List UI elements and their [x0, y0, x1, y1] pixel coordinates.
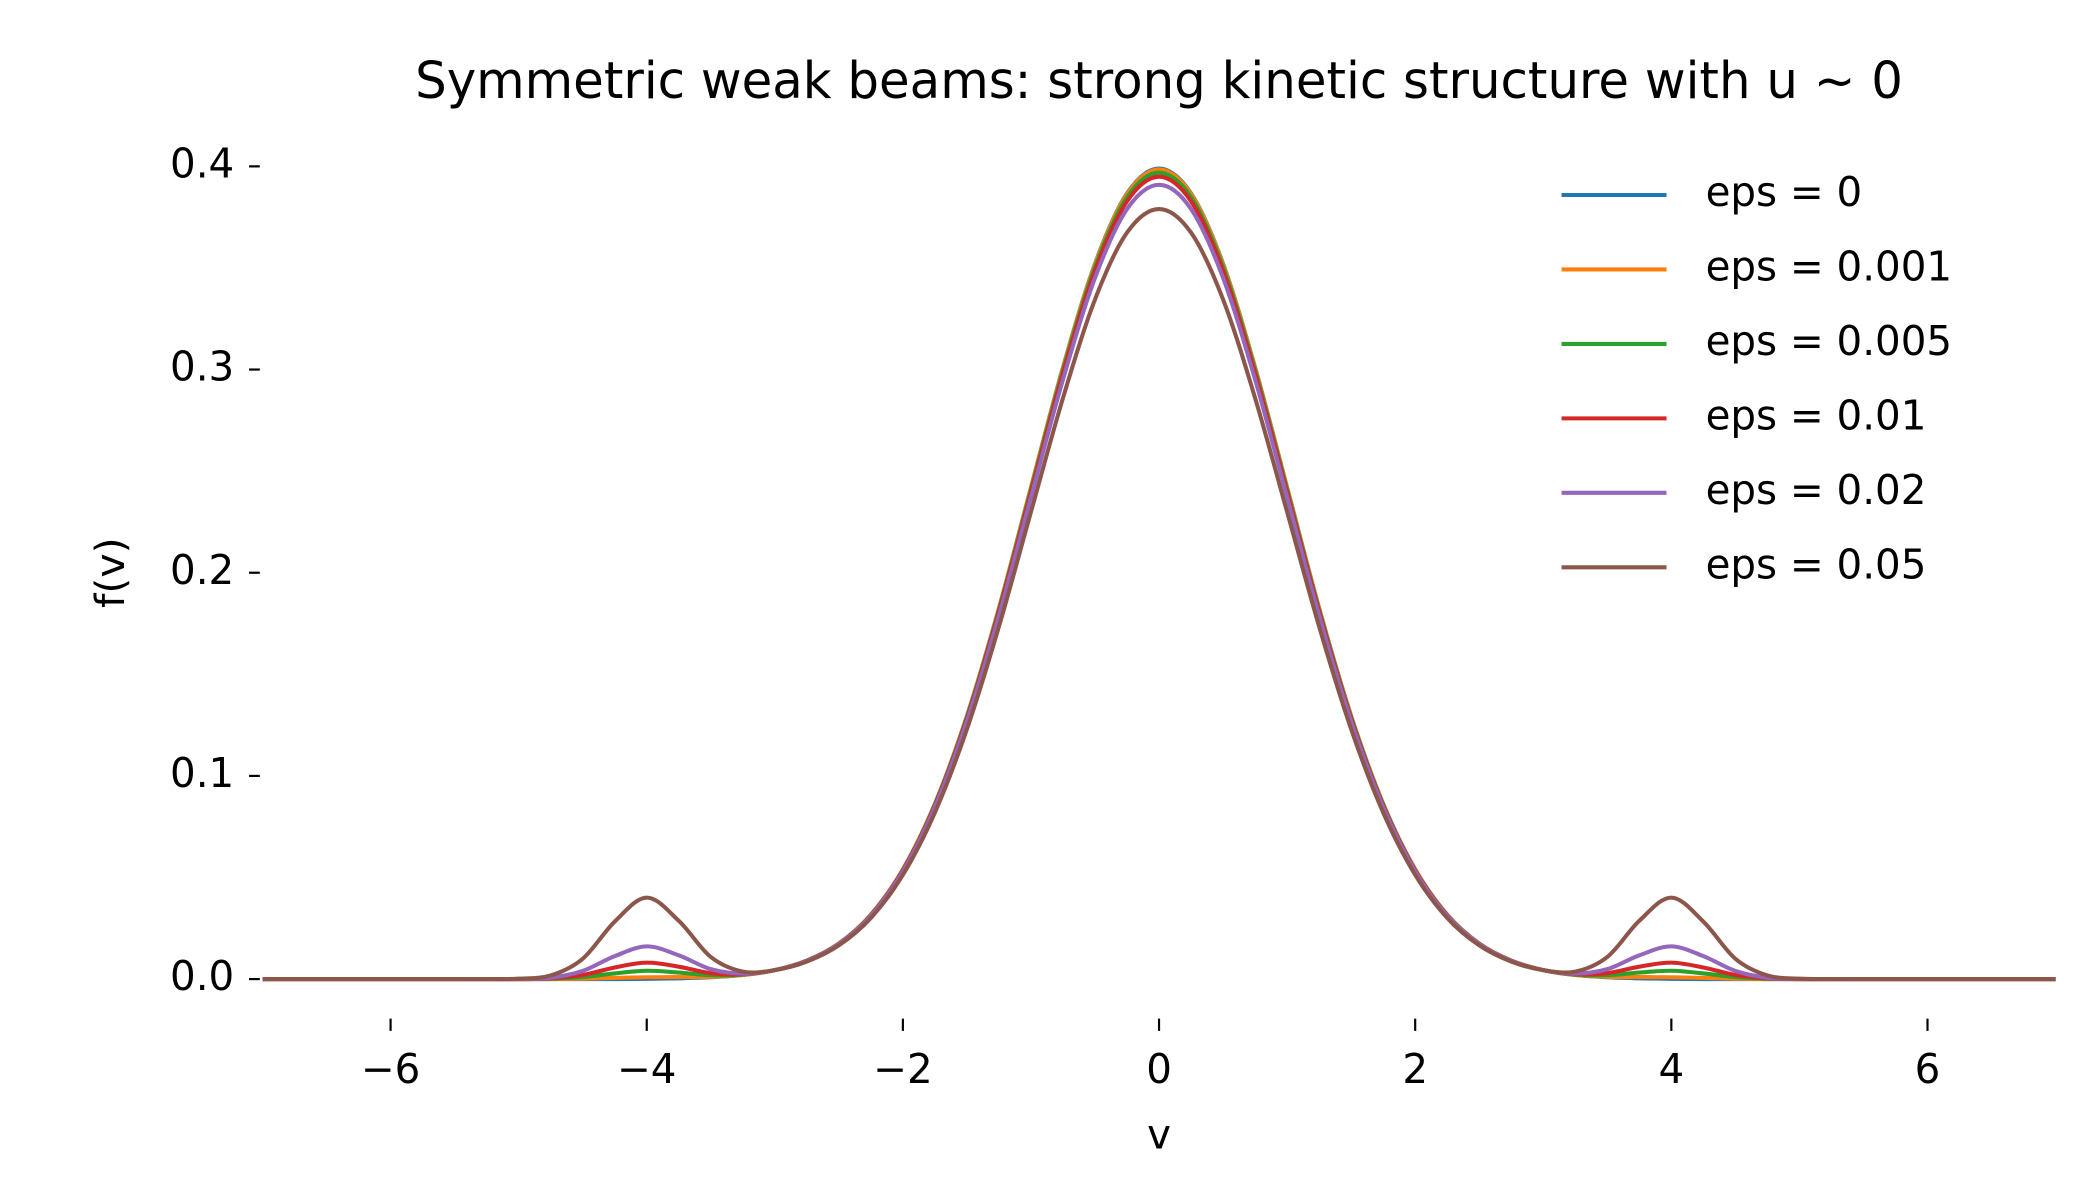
- y-tick-label: 0.2: [170, 546, 234, 594]
- x-tick-label: 2: [1402, 1045, 1428, 1093]
- y-tick-label: 0.3: [170, 342, 234, 390]
- legend-label: eps = 0: [1706, 168, 1863, 216]
- legend-label: eps = 0.005: [1706, 317, 1953, 365]
- legend-label: eps = 0.001: [1706, 242, 1953, 290]
- y-tick-label: 0.0: [170, 952, 234, 1000]
- x-axis-label: v: [1147, 1110, 1171, 1158]
- x-tick-label: 0: [1146, 1045, 1172, 1093]
- data-line: [262, 182, 2056, 982]
- legend-label: eps = 0.01: [1706, 391, 1927, 439]
- chart-title: Symmetric weak beams: strong kinetic str…: [415, 51, 1903, 110]
- x-tick-label: −6: [361, 1045, 421, 1093]
- y-axis-label: f(v): [86, 537, 134, 607]
- x-tick-label: 4: [1659, 1045, 1685, 1093]
- y-tick-label: 0.1: [170, 749, 234, 797]
- x-tick-label: −2: [873, 1045, 933, 1093]
- legend-label: eps = 0.02: [1706, 466, 1927, 514]
- legend-label: eps = 0.05: [1706, 540, 1927, 588]
- x-tick-label: 6: [1915, 1045, 1941, 1093]
- x-tick-label: −4: [617, 1045, 677, 1093]
- data-line: [262, 174, 2056, 982]
- y-tick-label: 0.4: [170, 139, 234, 187]
- data-line: [262, 206, 2056, 982]
